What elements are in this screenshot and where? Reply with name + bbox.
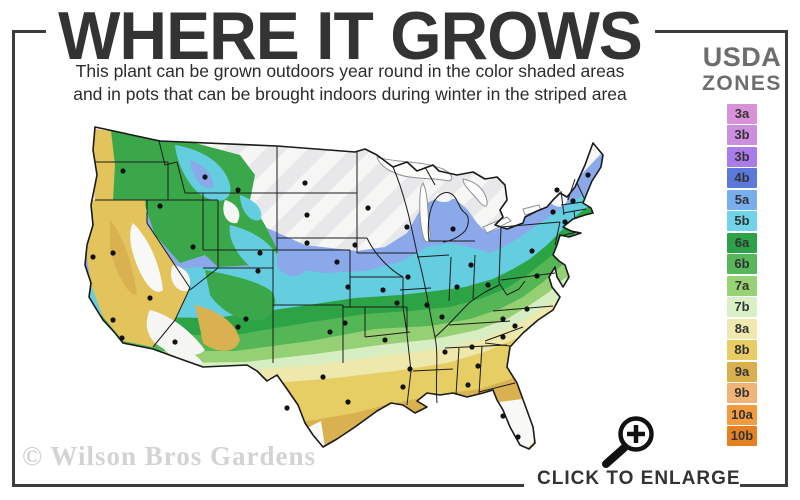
lake-michigan bbox=[419, 181, 431, 243]
frame-border-right bbox=[785, 30, 788, 487]
legend-swatch-7b-9: 7b bbox=[727, 297, 757, 318]
usda-hardiness-zone-map[interactable] bbox=[55, 105, 675, 475]
legend-swatch-6a-6: 6a bbox=[727, 232, 757, 253]
frame-border-top-left bbox=[12, 30, 46, 33]
state-borders bbox=[95, 140, 587, 406]
legend-swatch-9b-13: 9b bbox=[727, 383, 757, 404]
city-dots bbox=[90, 168, 591, 440]
legend-swatch-8a-10: 8a bbox=[727, 318, 757, 339]
frame-border-bottom-right bbox=[740, 484, 788, 487]
south-texas-white-area bbox=[305, 421, 325, 447]
page-title: WHERE IT GROWS bbox=[58, 0, 643, 74]
legend-swatch-5a-4: 5a bbox=[727, 189, 757, 210]
watermark: © Wilson Bros Gardens bbox=[22, 441, 316, 471]
magnifier-plus-icon[interactable] bbox=[598, 412, 660, 470]
usda-zones-legend: USDA ZONES 3a 3b 3b 4b 5a 5b 6a 6b 7a 7b 8a 8b 9a 9b 1… bbox=[690, 42, 794, 448]
subtitle-line-1: This plant can be grown outdoors year ro… bbox=[75, 61, 625, 81]
legend-swatch-3a-0: 3a bbox=[727, 103, 757, 124]
subtitle: This plant can be grown outdoors year ro… bbox=[30, 60, 670, 106]
legend-swatch-list: 3a 3b 3b 4b 5a 5b 6a 6b 7a 7b 8a 8b 9a 9b 10a 10b bbox=[690, 103, 794, 447]
frame-border-top-right bbox=[655, 30, 788, 33]
legend-swatch-10b-15: 10b bbox=[727, 426, 757, 447]
legend-swatch-9a-12: 9a bbox=[727, 361, 757, 382]
legend-swatch-3b-1: 3b bbox=[727, 125, 757, 146]
subtitle-line-2: and in pots that can be brought indoors … bbox=[73, 83, 627, 104]
legend-swatch-4b-3: 4b bbox=[727, 168, 757, 189]
legend-title: USDA bbox=[702, 42, 782, 72]
legend-subtitle: ZONES bbox=[702, 71, 782, 95]
legend-swatch-10a-14: 10a bbox=[727, 404, 757, 425]
legend-swatch-5b-5: 5b bbox=[727, 211, 757, 232]
lake-huron bbox=[462, 178, 488, 207]
legend-swatch-6b-7: 6b bbox=[727, 254, 757, 275]
us-outline bbox=[84, 126, 604, 450]
click-to-enlarge-label[interactable]: CLICK TO ENLARGE bbox=[537, 468, 741, 489]
frame-border-bottom-left bbox=[12, 484, 524, 487]
legend-swatch-3b-2: 3b bbox=[727, 146, 757, 167]
legend-swatch-7a-8: 7a bbox=[727, 275, 757, 296]
legend-swatch-8b-11: 8b bbox=[727, 340, 757, 361]
frame-border-left bbox=[12, 30, 15, 487]
